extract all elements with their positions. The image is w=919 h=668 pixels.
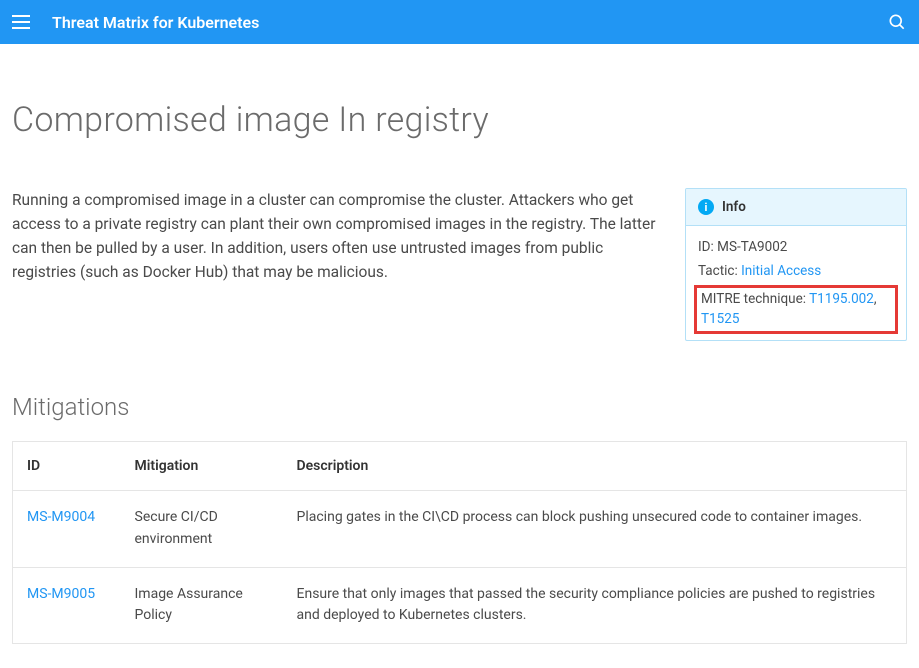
search-icon[interactable] [887, 12, 907, 32]
info-tactic-label: Tactic: [698, 263, 741, 279]
info-icon: i [698, 199, 714, 215]
col-mitigation: Mitigation [121, 442, 283, 491]
info-mitre-label: MITRE technique: [701, 291, 809, 307]
info-panel: i Info ID: MS-TA9002 Tactic: Initial Acc… [685, 188, 907, 341]
mitre-sep: , [874, 291, 877, 307]
mitigation-id-link[interactable]: MS-M9005 [27, 586, 95, 602]
info-heading: Info [722, 199, 746, 215]
mitre-link-1[interactable]: T1195.002 [809, 291, 874, 307]
menu-icon[interactable] [12, 10, 36, 34]
info-id-value: MS-TA9002 [717, 239, 787, 255]
info-tactic-row: Tactic: Initial Access [698, 262, 894, 282]
intro-row: Running a compromised image in a cluster… [12, 188, 907, 341]
mitigation-name: Secure CI/CD environment [121, 491, 283, 567]
mitigations-heading: Mitigations [12, 393, 907, 421]
header-title: Threat Matrix for Kubernetes [52, 13, 887, 32]
info-panel-header: i Info [686, 189, 906, 226]
mitigation-description: Placing gates in the CI\CD process can b… [283, 491, 907, 567]
table-row: MS-M9005 Image Assurance Policy Ensure t… [13, 567, 907, 643]
mitigations-table: ID Mitigation Description MS-M9004 Secur… [12, 441, 907, 644]
page-title: Compromised image In registry [12, 100, 907, 140]
mitigation-id-link[interactable]: MS-M9004 [27, 509, 95, 525]
app-header: Threat Matrix for Kubernetes [0, 0, 919, 44]
main-content: Compromised image In registry Running a … [0, 44, 919, 668]
table-header-row: ID Mitigation Description [13, 442, 907, 491]
info-mitre-row: MITRE technique: T1195.002, T1525 [694, 285, 898, 334]
info-id-label: ID: [698, 239, 717, 255]
info-id-row: ID: MS-TA9002 [698, 238, 894, 258]
col-id: ID [13, 442, 121, 491]
mitre-link-2[interactable]: T1525 [701, 311, 739, 327]
page-description: Running a compromised image in a cluster… [12, 188, 667, 284]
mitigation-description: Ensure that only images that passed the … [283, 567, 907, 643]
tactic-link[interactable]: Initial Access [741, 263, 821, 279]
col-description: Description [283, 442, 907, 491]
info-panel-body: ID: MS-TA9002 Tactic: Initial Access MIT… [686, 226, 906, 340]
table-row: MS-M9004 Secure CI/CD environment Placin… [13, 491, 907, 567]
mitigation-name: Image Assurance Policy [121, 567, 283, 643]
